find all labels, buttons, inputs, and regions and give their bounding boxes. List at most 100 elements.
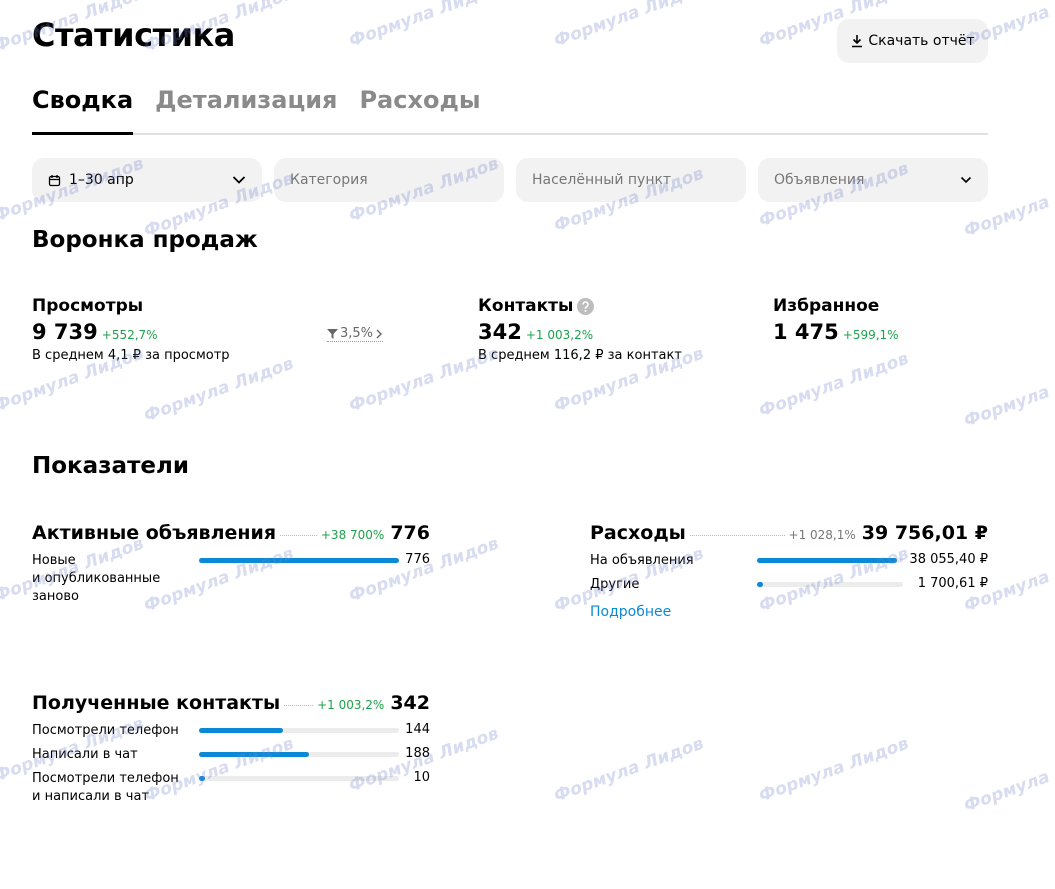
watermark: Формула Лидов xyxy=(756,733,912,807)
locality-filter[interactable]: Населённый пункт xyxy=(516,158,746,202)
dotted-leader xyxy=(284,705,314,706)
bar-track xyxy=(199,752,399,757)
section-title: Показатели xyxy=(32,453,189,479)
favorites-stat: Избранное 1 475 +599,1% xyxy=(773,296,899,344)
bar xyxy=(199,728,284,733)
category-placeholder: Категория xyxy=(290,172,368,188)
stat-note: В среднем 4,1 ₽ за просмотр xyxy=(32,348,230,363)
watermark: Формула Лидов xyxy=(961,743,1055,817)
chevron-icon xyxy=(376,329,383,338)
tab[interactable]: Расходы xyxy=(359,86,481,114)
more-link[interactable]: Подробнее xyxy=(590,604,672,620)
row-label: Новые и опубликованные заново xyxy=(32,553,161,604)
section-title: Воронка продаж xyxy=(32,227,258,253)
stat-value: 342 xyxy=(478,320,522,344)
bar xyxy=(199,558,399,563)
bar-track xyxy=(757,558,903,563)
conversion[interactable]: 3,5% xyxy=(327,326,384,342)
row-value: 776 xyxy=(405,552,430,567)
bar-track xyxy=(757,582,903,587)
stat-value: 9 739 xyxy=(32,320,98,344)
metric-change: +1 003,2% xyxy=(317,698,385,712)
row-label: Другие xyxy=(590,577,640,592)
metric-row: На объявления 38 055,40 ₽ xyxy=(590,552,988,568)
download-label: Скачать отчёт xyxy=(868,33,975,49)
row-label: Посмотрели телефон xyxy=(32,723,179,738)
row-value: 144 xyxy=(405,722,430,737)
stat-label: Просмотры xyxy=(32,296,144,316)
chevron-icon xyxy=(960,176,972,184)
watermark: Формула Лидов xyxy=(961,358,1055,432)
stat-value-row: 1 475 +599,1% xyxy=(773,320,899,344)
metric-total: 776 xyxy=(390,522,430,544)
row-value: 188 xyxy=(405,746,430,761)
bar xyxy=(757,582,764,587)
download-button[interactable]: Скачать отчёт xyxy=(837,19,988,63)
metric-block: Полученные контакты +1 003,2% 342 Посмотрел… xyxy=(32,692,430,806)
bar xyxy=(199,752,309,757)
metric-change: +1 028,1% xyxy=(788,528,856,542)
stat-label: Избранное xyxy=(773,296,880,316)
period-label: 1–30 апр xyxy=(69,172,134,188)
metric-header: Полученные контакты +1 003,2% 342 xyxy=(32,692,430,714)
funnel-icon xyxy=(327,328,338,339)
row-value: 10 xyxy=(413,770,430,785)
stat-value-row: 342 +1 003,2% xyxy=(478,320,682,344)
stat-change: +599,1% xyxy=(842,328,899,342)
metric-total: 39 756,01 ₽ xyxy=(861,522,988,544)
listings-placeholder: Объявления xyxy=(774,172,865,188)
category-filter[interactable]: Категория xyxy=(274,158,504,202)
watermark: Формула Лидов xyxy=(551,733,707,807)
metric-title: Полученные контакты xyxy=(32,692,281,714)
page-title: Статистика xyxy=(32,16,235,54)
stat-change: +1 003,2% xyxy=(525,328,594,342)
watermark: Формула Лидов xyxy=(141,353,297,427)
dotted-leader xyxy=(280,535,317,536)
metric-header: Активные объявления +38 700% 776 xyxy=(32,522,430,544)
stat-value-row: 9 739 +552,7% xyxy=(32,320,230,344)
calendar-icon xyxy=(48,174,61,186)
download-icon xyxy=(852,35,863,48)
chevron-icon xyxy=(232,176,246,184)
conversion-value: 3,5% xyxy=(340,326,374,341)
tab[interactable]: Детализация xyxy=(155,86,338,114)
metric-row: Новые и опубликованные заново 776 xyxy=(32,552,430,606)
stat-value: 1 475 xyxy=(773,320,839,344)
contacts-stat: Контакты 342 +1 003,2% В среднем 116,2 ₽ … xyxy=(478,296,682,363)
watermark: Формула Лидов xyxy=(551,0,707,52)
tab[interactable]: Сводка xyxy=(32,86,134,135)
watermark: Формула Лидов xyxy=(756,348,912,422)
help-icon[interactable] xyxy=(577,297,595,315)
tabs: Сводка Детализация Расходы xyxy=(32,86,988,135)
metric-title: Расходы xyxy=(590,522,686,544)
metric-block: Расходы +1 028,1% 39 756,01 ₽ На объявления… xyxy=(590,522,988,620)
metric-row: Посмотрели телефон 144 xyxy=(32,722,430,738)
metric-row: Другие 1 700,61 ₽ xyxy=(590,576,988,592)
listings-filter[interactable]: Объявления xyxy=(758,158,988,202)
bar-track xyxy=(199,776,399,781)
bar xyxy=(757,558,897,563)
bar-track xyxy=(199,728,399,733)
row-value: 1 700,61 ₽ xyxy=(917,576,988,591)
metric-row: Посмотрели телефон и написали в чат 10 xyxy=(32,770,430,806)
locality-placeholder: Населённый пункт xyxy=(532,172,672,188)
stat-label: Контакты xyxy=(478,296,574,316)
bar xyxy=(199,776,205,781)
metric-change: +38 700% xyxy=(320,528,385,542)
watermark: Формула Лидов xyxy=(346,0,502,52)
views-stat: Просмотры 9 739 +552,7% В среднем 4,1 ₽ з… xyxy=(32,296,230,363)
period-filter[interactable]: 1–30 апр xyxy=(32,158,262,202)
stat-note: В среднем 116,2 ₽ за контакт xyxy=(478,348,682,363)
row-label: На объявления xyxy=(590,553,694,568)
stat-change: +552,7% xyxy=(101,328,158,342)
row-value: 38 055,40 ₽ xyxy=(909,552,988,567)
metric-total: 342 xyxy=(390,692,430,714)
dotted-leader xyxy=(689,535,785,536)
metric-title: Активные объявления xyxy=(32,522,277,544)
stat-label-row: Контакты xyxy=(478,296,682,316)
metric-header: Расходы +1 028,1% 39 756,01 ₽ xyxy=(590,522,988,544)
row-label: Посмотрели телефон и написали в чат xyxy=(32,771,179,804)
metric-row: Написали в чат 188 xyxy=(32,746,430,762)
